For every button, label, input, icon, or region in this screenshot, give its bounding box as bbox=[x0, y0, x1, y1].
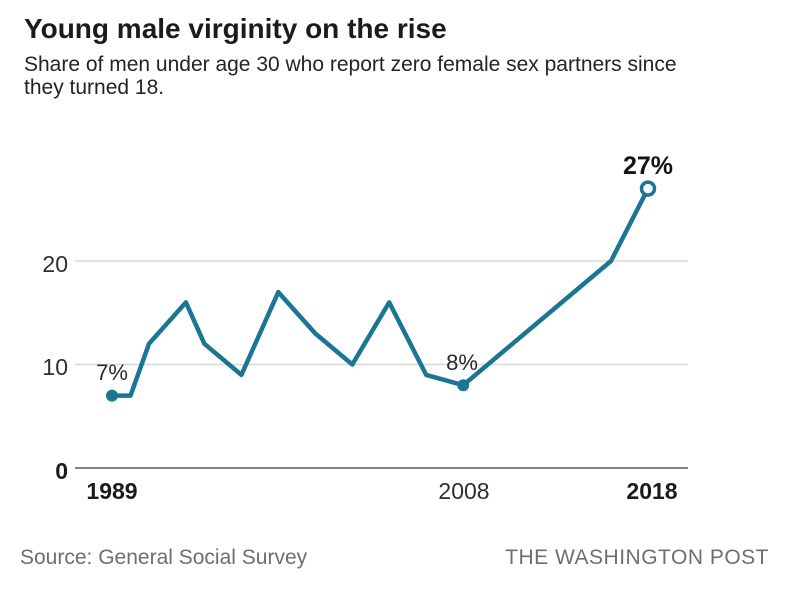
marker-2008-dot bbox=[457, 379, 470, 392]
y-axis-tick-10: 10 bbox=[42, 354, 68, 380]
data-label-2018: 27% bbox=[622, 152, 674, 180]
chart-subtitle-line-1: Share of men under age 30 who report zer… bbox=[24, 53, 677, 76]
chart-subtitle-line-2: they turned 18. bbox=[24, 76, 165, 99]
trend-line bbox=[109, 186, 651, 398]
data-label-2008: 8% bbox=[446, 350, 478, 375]
marker-2018-open-circle bbox=[639, 180, 657, 197]
publisher-brand: THE WASHINGTON POST bbox=[505, 546, 769, 569]
y-axis-tick-0: 0 bbox=[55, 458, 68, 484]
y-axis-tick-20: 20 bbox=[42, 251, 68, 277]
x-axis-tick-2008: 2008 bbox=[438, 478, 490, 504]
chart-subtitle: Share of men under age 30 who report zer… bbox=[24, 53, 677, 99]
marker-1989-dot bbox=[106, 389, 118, 402]
source-credit: Source: General Social Survey bbox=[20, 546, 308, 569]
x-axis-tick-2018: 2018 bbox=[626, 478, 678, 504]
data-label-1989: 7% bbox=[96, 360, 128, 385]
chart-title: Young male virginity on the rise bbox=[24, 13, 447, 44]
x-axis-tick-1989: 1989 bbox=[86, 478, 138, 504]
